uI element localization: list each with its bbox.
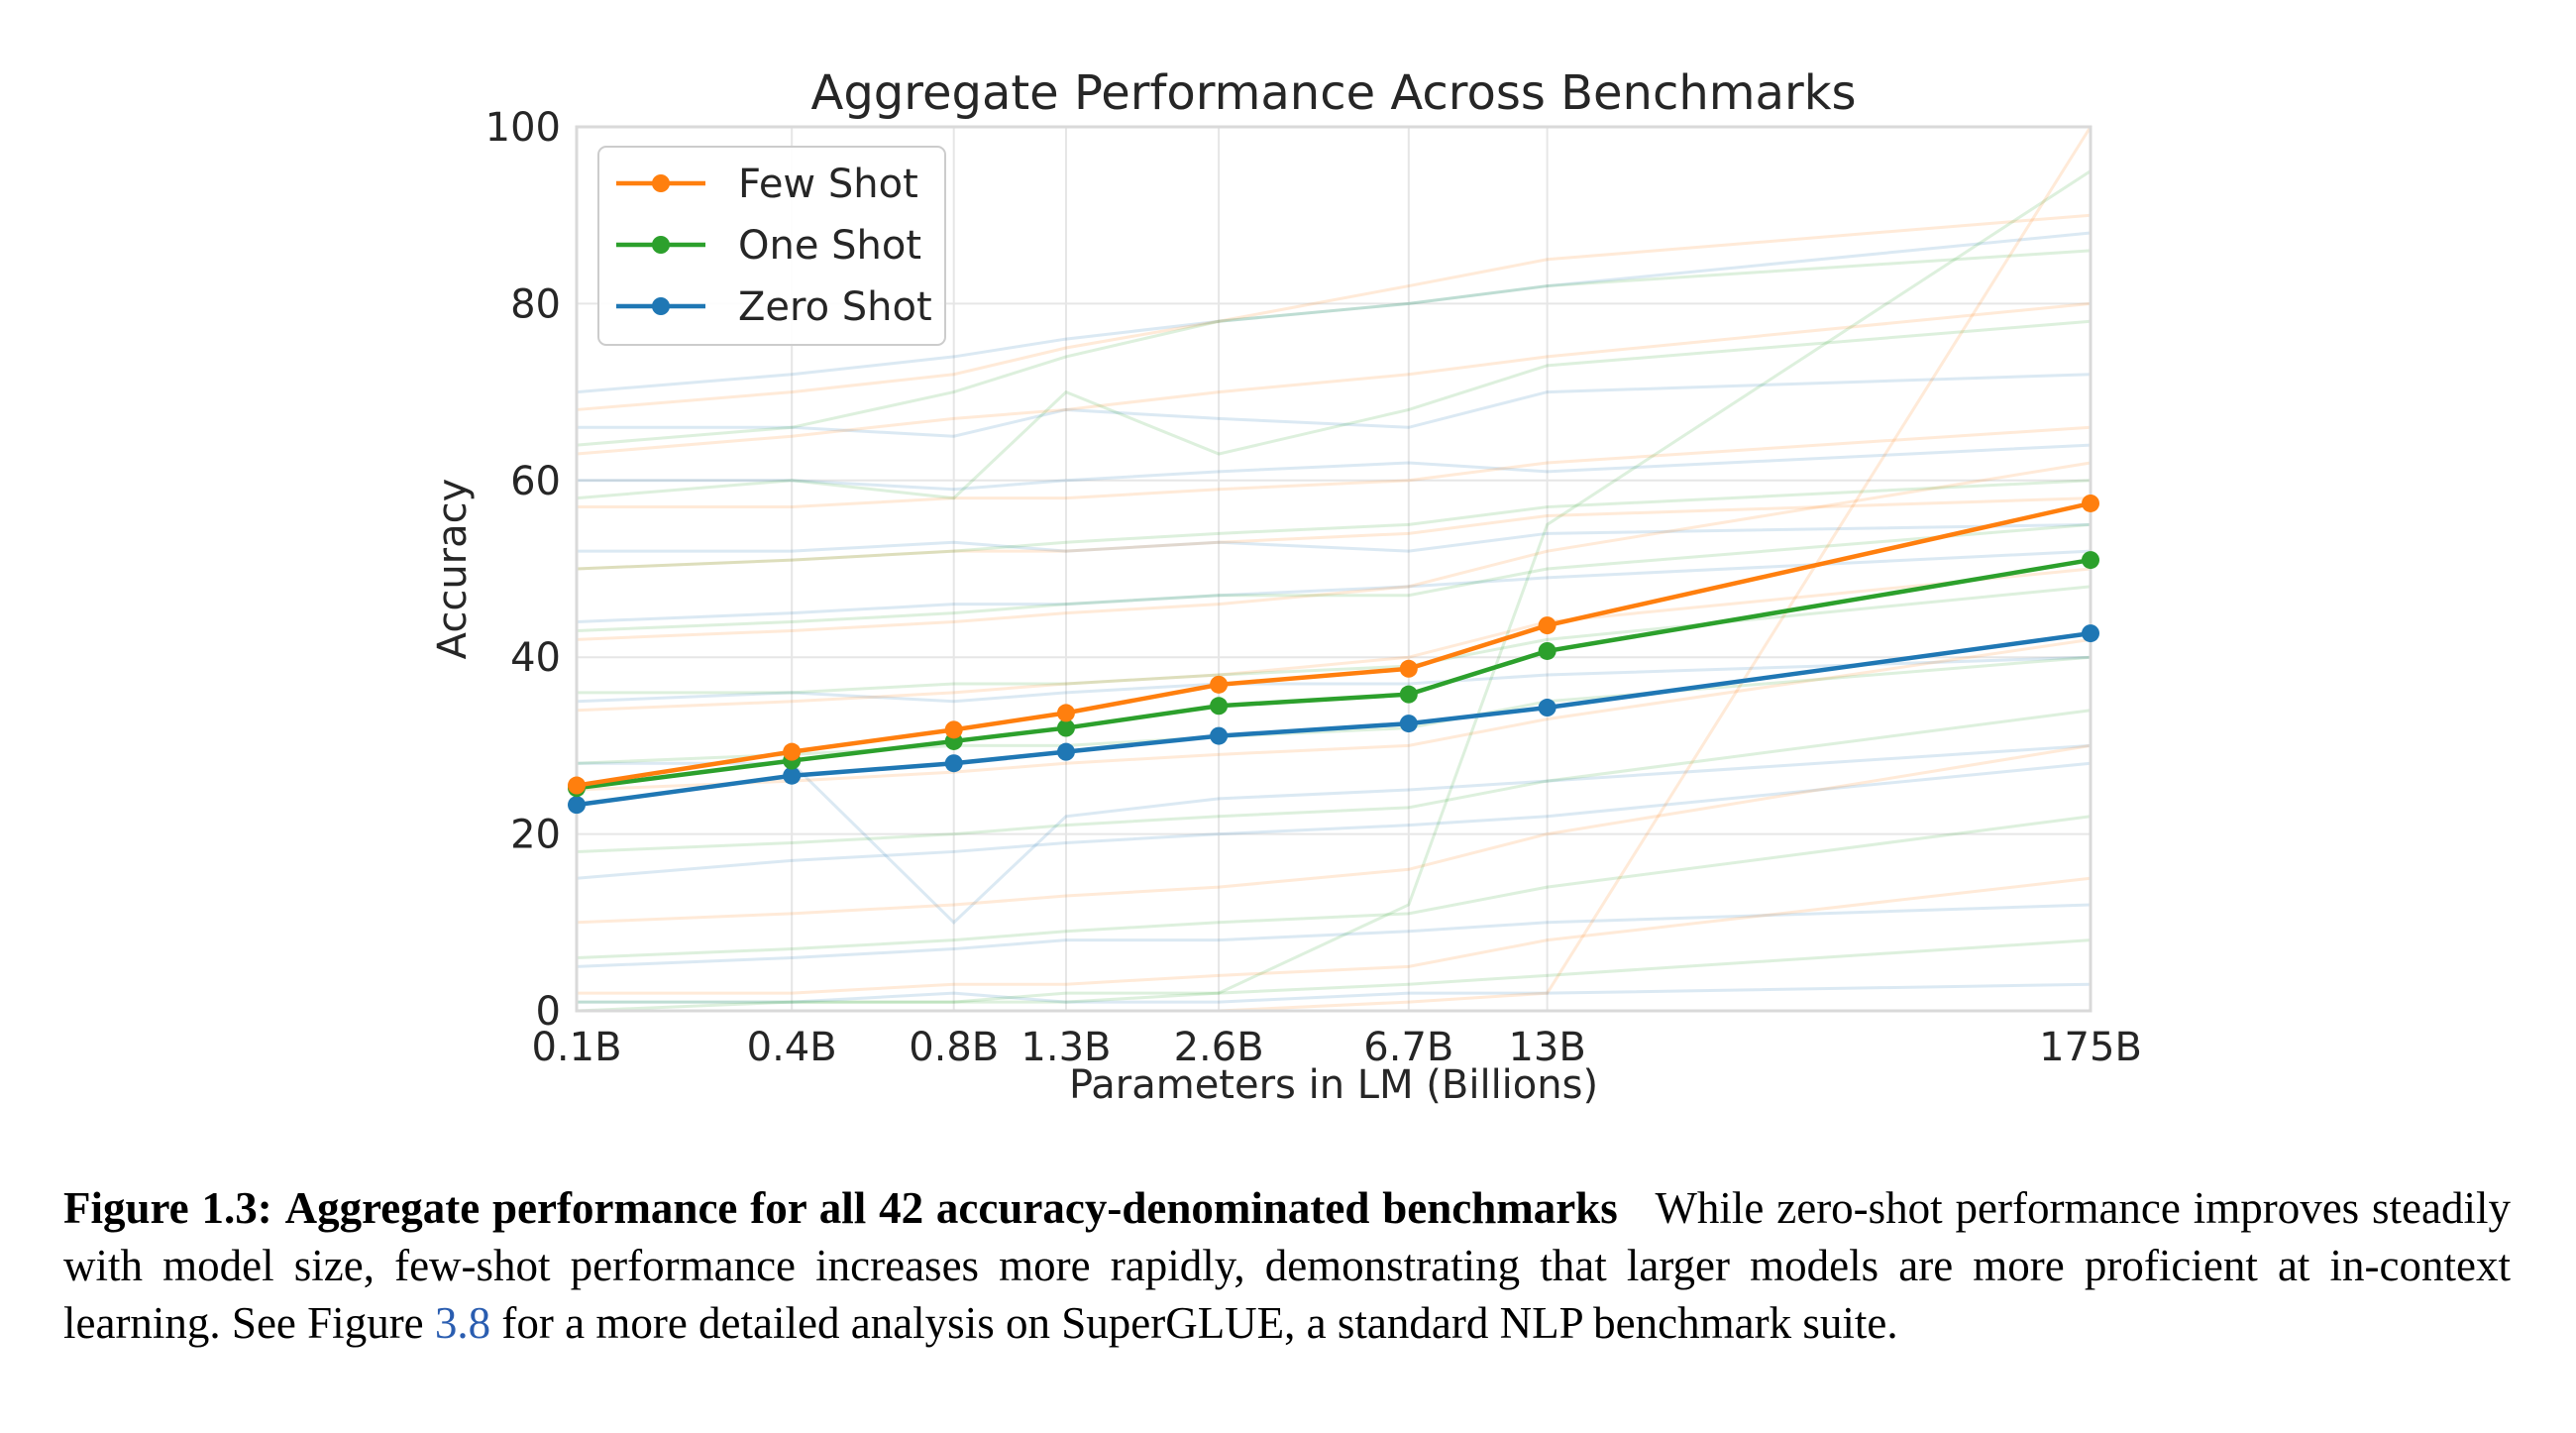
zero-shot-point xyxy=(1056,742,1075,761)
zero-shot-point xyxy=(1210,726,1229,745)
zero-shot-point xyxy=(1399,715,1418,733)
few-shot-line xyxy=(576,500,2092,788)
benchmark-line xyxy=(577,425,2092,509)
caption-title: Aggregate performance for all 42 accurac… xyxy=(284,1183,1618,1233)
benchmark-line xyxy=(576,743,2092,925)
one-shot-point xyxy=(1056,718,1075,737)
y-axis-label: Accuracy xyxy=(430,479,476,660)
legend-label-zero-shot: Zero Shot xyxy=(738,284,932,330)
zero-shot-point xyxy=(1538,699,1556,717)
benchmark-line xyxy=(576,637,2092,792)
zero-shot-line xyxy=(576,630,2092,808)
benchmark-line xyxy=(576,655,2092,704)
one-shot-point xyxy=(1399,685,1418,704)
few-shot-point xyxy=(783,742,802,761)
y-tick-label: 0 xyxy=(536,989,561,1035)
x-tick-label: 1.3B xyxy=(1020,1025,1111,1070)
few-shot-point xyxy=(944,720,963,739)
benchmark-line xyxy=(576,815,2092,959)
figure: 0 20 40 60 80 100 0.1B 0.4B 0.8B 1.3B 2.6B 6.7B 13B 1… xyxy=(430,65,2142,1108)
y-tick-label: 80 xyxy=(510,281,561,327)
benchmark-line xyxy=(576,231,2092,394)
x-tick-label: 2.6B xyxy=(1174,1025,1264,1070)
y-tick-label: 100 xyxy=(485,105,561,151)
caption-label: Figure 1.3: xyxy=(63,1183,272,1233)
benchmark-line xyxy=(577,373,2092,438)
x-tick-label: 0.1B xyxy=(531,1025,621,1070)
benchmark-line xyxy=(576,761,2092,880)
benchmark-line xyxy=(576,567,2092,713)
one-shot-point xyxy=(2082,551,2099,570)
figure-reference-link[interactable]: 3.8 xyxy=(434,1298,491,1348)
legend-marker-few-shot xyxy=(652,174,670,192)
legend-box xyxy=(597,146,946,346)
one-shot-line xyxy=(576,557,2092,791)
legend-label-one-shot: One Shot xyxy=(738,223,921,269)
benchmark-line xyxy=(576,169,2092,1013)
few-shot-point xyxy=(2082,494,2099,512)
few-shot-point xyxy=(568,776,586,795)
x-tick-label: 13B xyxy=(1508,1025,1585,1070)
benchmark-line xyxy=(577,876,2092,995)
benchmark-line xyxy=(576,655,2092,765)
x-tick-label: 0.4B xyxy=(747,1025,837,1070)
aggregate-performance-chart: 0 20 40 60 80 100 0.1B 0.4B 0.8B 1.3B 2.6B 6.7B 13B 1… xyxy=(430,65,2142,1108)
x-axis-label: Parameters in LM (Billions) xyxy=(1069,1062,1598,1108)
benchmark-line xyxy=(576,213,2092,411)
zero-shot-point xyxy=(783,766,802,785)
benchmark-line xyxy=(576,319,2092,500)
y-tick-label: 40 xyxy=(510,635,561,681)
benchmark-line xyxy=(577,938,2092,1004)
zero-shot-point xyxy=(568,796,586,815)
y-tick-label: 60 xyxy=(510,459,561,504)
chart-title: Aggregate Performance Across Benchmarks xyxy=(810,65,1856,121)
y-tick-label: 20 xyxy=(510,813,561,858)
axes: 0 20 40 60 80 100 0.1B 0.4B 0.8B 1.3B 2.6B 6.7B 13B 1… xyxy=(485,105,2142,1070)
benchmark-line xyxy=(576,301,2092,456)
few-shot-point xyxy=(1538,616,1556,635)
caption-body-end: for a more detailed analysis on SuperGLU… xyxy=(501,1298,1898,1348)
benchmark-line xyxy=(576,903,2092,968)
legend-label-few-shot: Few Shot xyxy=(738,162,918,207)
benchmark-line xyxy=(577,443,2092,492)
benchmark-line xyxy=(576,479,2092,571)
figure-caption: Figure 1.3: Aggregate performance for al… xyxy=(63,1179,2511,1352)
benchmark-line xyxy=(577,522,2092,553)
main-series xyxy=(568,494,2099,815)
few-shot-point xyxy=(1210,675,1229,694)
legend-marker-zero-shot xyxy=(652,297,670,315)
benchmark-line xyxy=(577,585,2092,695)
benchmark-line xyxy=(576,461,2092,641)
benchmark-line xyxy=(576,496,2092,571)
legend-marker-one-shot xyxy=(652,236,670,254)
one-shot-point xyxy=(1210,697,1229,716)
benchmark-line xyxy=(576,709,2092,853)
benchmark-line xyxy=(576,249,2092,447)
zero-shot-point xyxy=(2082,624,2099,643)
caption-body-start: While zero-shot performance improves ste… xyxy=(63,1183,2511,1348)
benchmark-line xyxy=(576,522,2092,632)
few-shot-point xyxy=(1399,659,1418,678)
background-benchmark-lines xyxy=(576,126,2093,1013)
x-tick-label: 6.7B xyxy=(1363,1025,1453,1070)
benchmark-line xyxy=(576,549,2092,624)
benchmark-line xyxy=(577,982,2092,1004)
benchmark-line xyxy=(577,743,2092,925)
legend: Few Shot One Shot Zero Shot xyxy=(597,146,946,346)
one-shot-point xyxy=(1538,641,1556,660)
zero-shot-point xyxy=(944,754,963,773)
x-tick-label: 0.8B xyxy=(909,1025,999,1070)
x-tick-label: 175B xyxy=(2039,1025,2142,1070)
few-shot-point xyxy=(1056,704,1075,722)
